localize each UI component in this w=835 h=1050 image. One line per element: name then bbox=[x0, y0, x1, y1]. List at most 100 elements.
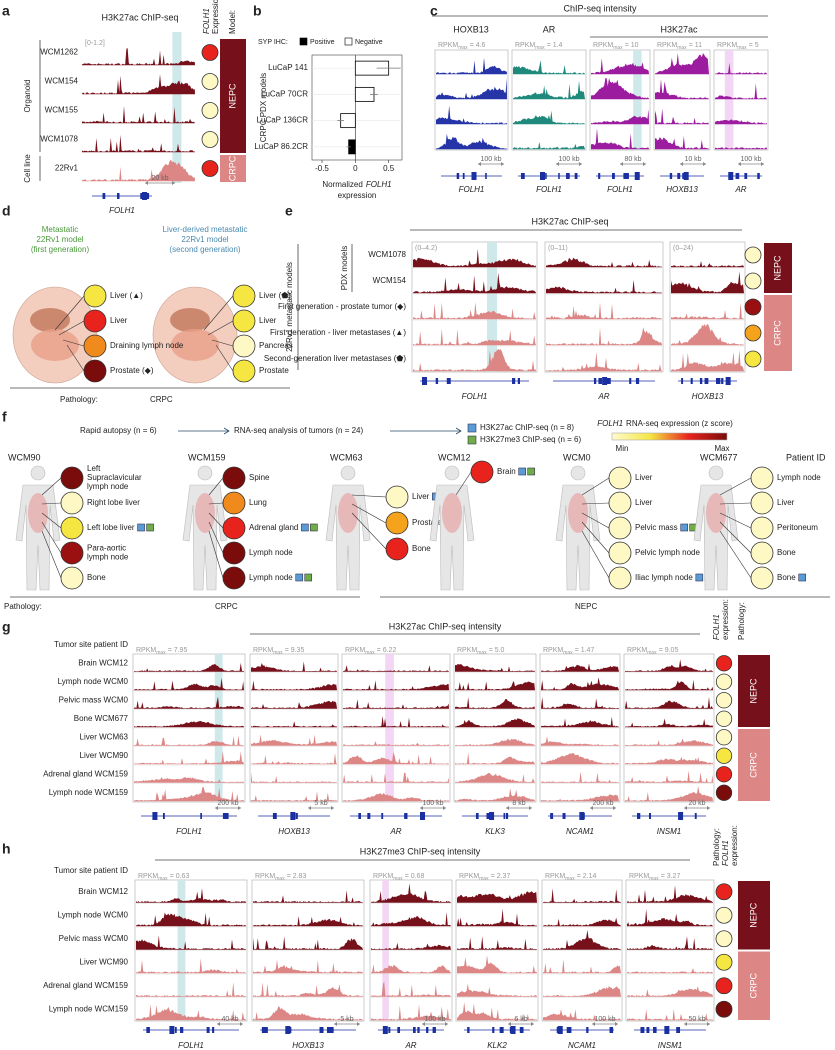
exon bbox=[295, 813, 298, 819]
exon bbox=[569, 1027, 572, 1033]
label-part: RPKM bbox=[593, 42, 613, 49]
exon bbox=[471, 172, 477, 180]
expression-dot bbox=[222, 516, 246, 540]
connector bbox=[62, 339, 85, 347]
exon bbox=[520, 173, 525, 179]
scale-arrow bbox=[684, 1022, 710, 1026]
expression-dot bbox=[201, 73, 219, 90]
axis-title: Normalized FOLH1 bbox=[322, 180, 391, 189]
site-label: Prostate bbox=[412, 518, 442, 527]
expression-dot bbox=[232, 334, 256, 358]
site-label: Lymph node bbox=[249, 573, 293, 582]
signal-track bbox=[371, 981, 451, 997]
scale-arrow bbox=[684, 806, 710, 810]
gene-name: KLK2 bbox=[487, 1041, 507, 1050]
signal-track bbox=[455, 752, 535, 764]
exon bbox=[397, 1027, 401, 1033]
human-illustration bbox=[325, 484, 371, 591]
exon bbox=[505, 813, 509, 819]
rpkm-label: RPKMmax = 6.22 bbox=[345, 647, 396, 656]
expression-dot bbox=[60, 541, 84, 565]
label-part: RPKM bbox=[438, 42, 458, 49]
signal-track bbox=[715, 62, 767, 74]
row-label: Liver WCM90 bbox=[80, 957, 129, 966]
label: [0-1.2] bbox=[85, 40, 105, 47]
signal-track bbox=[625, 756, 713, 764]
label: H3K27me3 ChIP-seq (n = 6) bbox=[480, 435, 581, 444]
signal-track bbox=[455, 788, 535, 801]
label-part: RPKM bbox=[255, 873, 275, 880]
expression-dot bbox=[715, 906, 733, 924]
label-part: max bbox=[275, 876, 285, 882]
expression-dot bbox=[715, 1000, 733, 1018]
site-label: Prostate (◆) bbox=[110, 366, 154, 375]
expression-dot bbox=[222, 541, 246, 565]
signal-track bbox=[513, 60, 585, 74]
exon bbox=[625, 173, 628, 179]
signal-track bbox=[82, 134, 195, 152]
label: H3K27me3 ChIP-seq intensity bbox=[360, 846, 481, 856]
signal-track bbox=[343, 752, 449, 764]
scale-label: 8 kb bbox=[512, 800, 525, 807]
expression-dot bbox=[715, 953, 733, 971]
expression-dot bbox=[744, 298, 762, 316]
scale-label: 100 kb bbox=[422, 800, 443, 807]
exon bbox=[623, 173, 627, 179]
signal-track bbox=[591, 58, 649, 74]
scale-label: 5 kb bbox=[314, 800, 327, 807]
column-header: Pathology: bbox=[737, 602, 746, 640]
gene-name: FOLH1 bbox=[176, 827, 202, 836]
expression-dot bbox=[232, 309, 256, 333]
expression-dot bbox=[744, 246, 762, 264]
scale-arrow bbox=[420, 806, 446, 810]
site-label: Right lobe liver bbox=[87, 498, 140, 507]
label-part: FOLH1 bbox=[366, 180, 392, 189]
column-header: Model: bbox=[228, 10, 237, 34]
site-label: Liver (▲) bbox=[110, 291, 143, 300]
signal-track bbox=[671, 350, 744, 371]
site-label: Liver bbox=[110, 316, 128, 325]
connector bbox=[351, 503, 387, 524]
exon bbox=[558, 173, 560, 179]
chip-marker bbox=[527, 467, 535, 476]
signal-track bbox=[541, 753, 619, 764]
exon bbox=[519, 1027, 524, 1033]
gene-name: INSM1 bbox=[657, 827, 681, 836]
connector bbox=[207, 320, 234, 336]
exon bbox=[744, 173, 748, 179]
exon bbox=[146, 1027, 149, 1033]
exon bbox=[492, 1027, 495, 1033]
connector bbox=[719, 502, 752, 505]
signal-track bbox=[541, 677, 619, 690]
model-title: Liver-derived metastatic bbox=[163, 225, 248, 234]
gene-name: AR bbox=[734, 185, 746, 194]
site-label: Pancreas bbox=[259, 341, 293, 350]
rpkm-label: RPKMmax = 2.14 bbox=[545, 873, 596, 882]
scale-label: 20 kb bbox=[151, 175, 168, 182]
signal-track bbox=[591, 128, 649, 149]
scale-arrow bbox=[217, 1022, 243, 1026]
signal-track bbox=[343, 772, 449, 783]
exon bbox=[146, 193, 150, 199]
gene-name: AR bbox=[389, 827, 401, 836]
organ bbox=[338, 493, 358, 533]
model-title: (second generation) bbox=[169, 245, 240, 254]
label-part: max bbox=[393, 876, 403, 882]
label-part: RPKM bbox=[253, 647, 273, 654]
signal-track bbox=[625, 659, 713, 672]
exon bbox=[598, 378, 602, 384]
signal-track bbox=[513, 141, 585, 149]
signal-track bbox=[82, 74, 195, 94]
row-label: Second-generation liver metastases (⬟) bbox=[264, 354, 406, 363]
panel-letter: f bbox=[2, 409, 7, 425]
expression-dot bbox=[83, 309, 107, 333]
label: Positive bbox=[310, 39, 335, 46]
gene-name: HOXB13 bbox=[292, 1041, 324, 1050]
human-illustration bbox=[340, 465, 356, 481]
signal-track bbox=[136, 982, 246, 997]
exon bbox=[605, 378, 610, 384]
signal-track bbox=[136, 935, 246, 950]
human-illustration bbox=[15, 484, 61, 591]
plot-frame bbox=[311, 54, 403, 161]
exon bbox=[690, 378, 693, 384]
